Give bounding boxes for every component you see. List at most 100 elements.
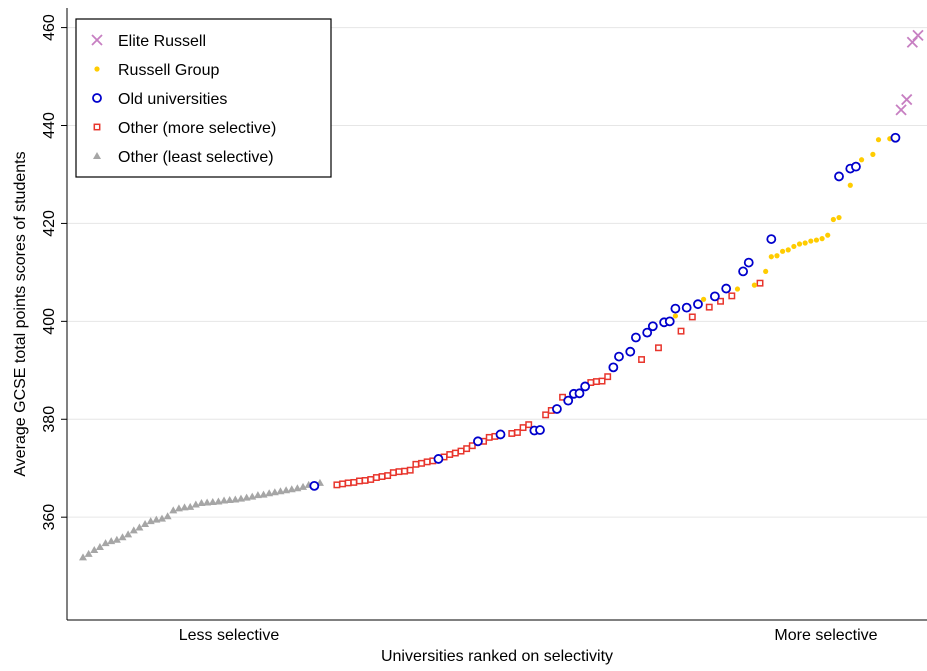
point-other-more-38 <box>638 356 645 363</box>
point-other-least-20 <box>191 500 200 508</box>
point-other-more-40 <box>677 327 685 335</box>
point-other-more-31 <box>542 411 550 419</box>
point-other-more-29 <box>519 424 527 432</box>
point-old-15 <box>642 327 653 338</box>
point-other-least-36 <box>282 486 291 494</box>
point-old-3 <box>495 429 506 440</box>
point-other-more-35 <box>592 378 600 386</box>
legend-label-other-more-selective: Other (more selective) <box>118 120 276 137</box>
point-old-16 <box>647 321 658 332</box>
point-old-10 <box>580 381 591 392</box>
point-other-least-23 <box>208 498 217 506</box>
point-russell-22 <box>870 151 876 157</box>
point-old-23 <box>721 283 732 294</box>
point-other-more-45 <box>756 279 764 287</box>
point-other-least-37 <box>287 485 296 493</box>
point-other-more-23 <box>468 442 476 450</box>
point-other-more-4 <box>356 477 363 485</box>
point-old-11 <box>608 362 619 373</box>
legend-marker-old <box>92 93 102 103</box>
point-russell-16 <box>825 232 831 238</box>
point-other-more-25 <box>485 433 493 441</box>
point-russell-8 <box>779 248 786 254</box>
legend-box <box>75 18 332 178</box>
point-old-18 <box>664 316 675 327</box>
point-old-25 <box>743 257 754 268</box>
point-russell-12 <box>802 240 808 246</box>
point-russell-6 <box>768 254 774 260</box>
point-old-9 <box>574 388 585 399</box>
point-old-6 <box>552 404 562 414</box>
point-russell-3 <box>734 286 741 292</box>
point-russell-10 <box>791 243 797 250</box>
x-axis-label: Universities ranked on selectivity <box>381 648 613 665</box>
point-other-more-13 <box>406 466 414 474</box>
point-russell-7 <box>774 253 780 259</box>
point-other-more-1 <box>339 480 346 488</box>
point-other-more-15 <box>418 459 425 467</box>
point-other-least-4 <box>101 539 110 547</box>
point-russell-4 <box>751 282 757 288</box>
point-other-more-42 <box>705 303 713 311</box>
point-other-more-28 <box>513 429 521 436</box>
point-old-0 <box>309 480 320 491</box>
point-other-least-0 <box>79 553 87 561</box>
point-other-more-12 <box>401 467 409 475</box>
point-other-least-26 <box>225 496 234 504</box>
point-russell-19 <box>847 182 853 188</box>
point-old-1 <box>433 454 444 464</box>
point-other-least-19 <box>186 502 195 510</box>
y-axis-label: Average GCSE total points scores of stud… <box>12 151 29 476</box>
y-axis-ticks: 360 380 400 420 440 460 <box>41 14 67 531</box>
y-tick-label-380: 380 <box>41 406 58 433</box>
point-other-more-20 <box>451 449 459 457</box>
point-other-more-10 <box>389 469 397 477</box>
y-tick-label-360: 360 <box>41 504 58 531</box>
point-other-more-19 <box>446 451 454 458</box>
point-other-least-12 <box>146 517 155 525</box>
point-other-more-2 <box>344 479 352 487</box>
point-other-least-2 <box>90 545 99 553</box>
point-other-more-6 <box>367 476 375 483</box>
point-other-more-37 <box>604 373 612 381</box>
point-other-more-39 <box>655 344 662 352</box>
point-other-least-1 <box>84 549 93 557</box>
point-other-more-22 <box>463 445 471 453</box>
point-other-least-16 <box>169 506 178 514</box>
point-russell-13 <box>808 238 814 244</box>
point-other-least-13 <box>152 515 161 523</box>
point-other-more-3 <box>350 478 358 486</box>
point-other-least-8 <box>124 530 133 538</box>
point-other-least-30 <box>248 492 257 500</box>
point-other-more-21 <box>457 447 465 455</box>
point-other-least-21 <box>197 498 206 506</box>
x-tick-label-more: More selective <box>774 627 877 644</box>
point-old-5 <box>535 425 545 435</box>
point-old-20 <box>681 302 692 313</box>
point-old-22 <box>709 291 720 302</box>
y-tick-label-420: 420 <box>41 210 58 237</box>
point-old-19 <box>670 303 681 314</box>
point-other-more-30 <box>525 421 533 429</box>
point-other-least-11 <box>141 520 150 528</box>
point-other-least-32 <box>259 490 268 498</box>
point-other-more-44 <box>728 292 736 300</box>
point-russell-17 <box>830 216 836 223</box>
point-old-29 <box>851 161 861 172</box>
point-other-more-11 <box>395 468 403 476</box>
point-other-more-0 <box>333 481 341 489</box>
point-russell-2 <box>701 296 707 302</box>
point-other-least-18 <box>180 503 189 511</box>
point-russell-14 <box>813 237 820 243</box>
point-other-least-35 <box>276 487 285 495</box>
point-other-more-9 <box>384 472 392 480</box>
point-other-least-25 <box>220 496 229 504</box>
y-tick-label-460: 460 <box>41 14 58 41</box>
legend-label-elite-russell: Elite Russell <box>118 33 206 50</box>
point-other-least-3 <box>95 543 104 551</box>
point-old-14 <box>631 332 641 343</box>
legend-marker-other-least <box>93 152 101 159</box>
point-other-least-38 <box>293 484 302 492</box>
point-old-7 <box>563 395 574 406</box>
